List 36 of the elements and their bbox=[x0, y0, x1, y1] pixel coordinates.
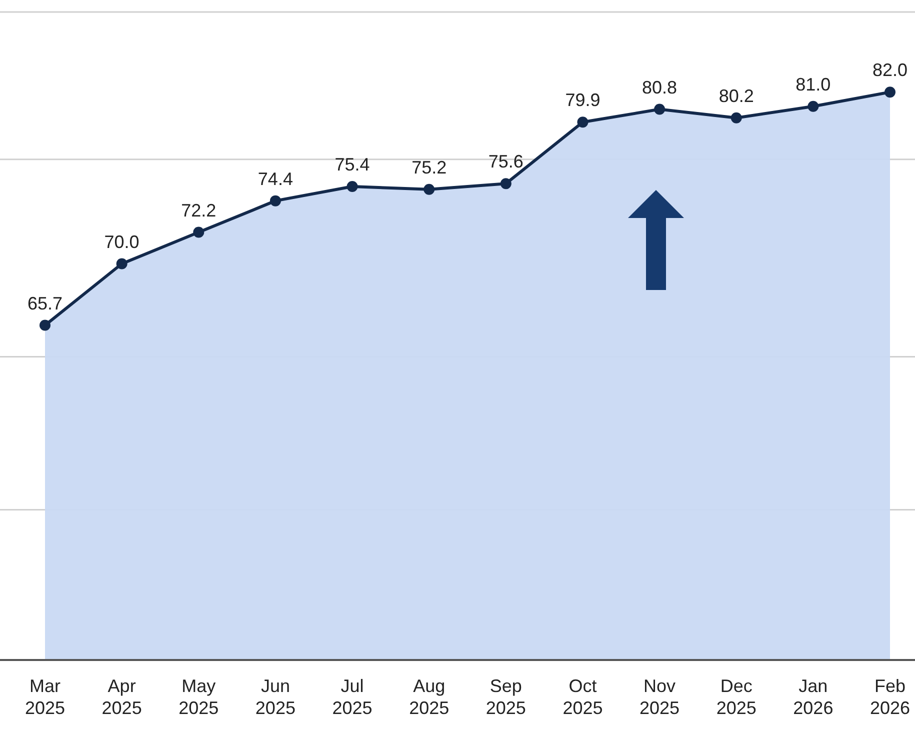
point bbox=[884, 86, 896, 98]
data-label: 82.0 bbox=[872, 60, 908, 80]
x-tick-label: Aug 2025 bbox=[409, 676, 450, 718]
x-tick-label: Mar 2025 bbox=[24, 676, 66, 718]
point bbox=[577, 116, 588, 128]
point bbox=[654, 104, 666, 115]
point bbox=[346, 181, 358, 192]
x-tick-label: Oct 2025 bbox=[562, 676, 603, 718]
x-tick-label: Dec 2025 bbox=[716, 676, 756, 718]
x-tick-label: Sep 2025 bbox=[486, 676, 526, 718]
x-tick-label: May 2025 bbox=[178, 676, 219, 718]
data-label: 80.8 bbox=[642, 77, 678, 98]
point bbox=[424, 184, 435, 195]
x-tick-label: Feb 2026 bbox=[870, 676, 910, 718]
data-label: 75.2 bbox=[412, 157, 447, 178]
point bbox=[730, 112, 742, 124]
point bbox=[116, 258, 128, 270]
point bbox=[40, 320, 50, 331]
x-tick-label: Apr 2025 bbox=[102, 676, 142, 718]
data-label: 80.2 bbox=[718, 86, 754, 106]
point bbox=[500, 178, 512, 190]
point bbox=[193, 226, 204, 238]
data-label: 65.7 bbox=[27, 293, 63, 314]
data-label: 74.4 bbox=[258, 168, 293, 189]
point bbox=[808, 100, 819, 112]
x-tick-label: Nov 2025 bbox=[640, 676, 680, 718]
data-label: 81.0 bbox=[796, 74, 831, 94]
data-label: 79.9 bbox=[565, 90, 600, 110]
x-tick-label: Jun 2025 bbox=[255, 676, 296, 718]
point bbox=[270, 195, 281, 206]
x-tick-label: Jan 2026 bbox=[793, 676, 834, 718]
data-label: 70.0 bbox=[104, 232, 140, 252]
data-label: 72.2 bbox=[181, 200, 216, 220]
x-tick-label: Jul 2025 bbox=[332, 676, 372, 718]
data-label: 75.4 bbox=[334, 154, 370, 175]
data-label: 75.6 bbox=[488, 152, 524, 172]
